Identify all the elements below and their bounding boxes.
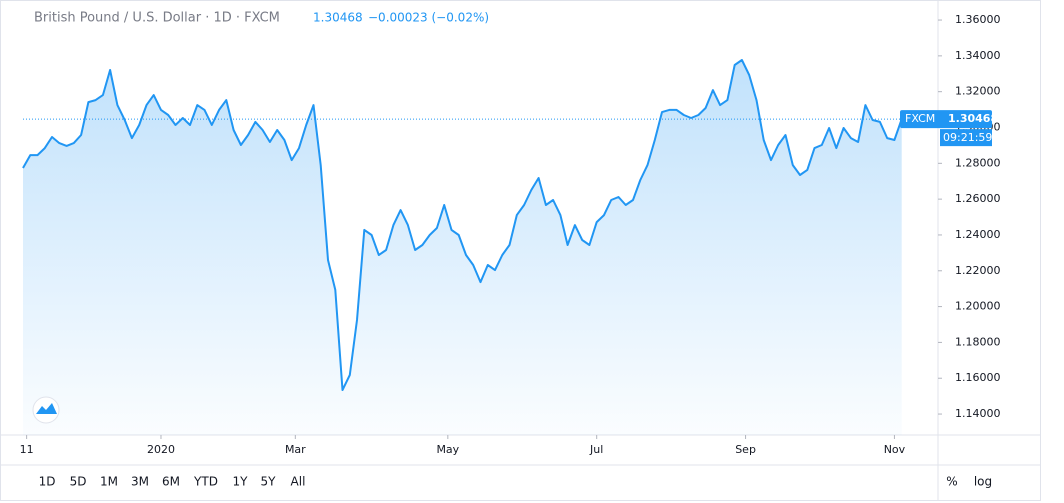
- y-tick-label: 1.28000: [955, 156, 1001, 169]
- range-button[interactable]: 1D: [39, 475, 56, 489]
- y-tick-label: 1.14000: [955, 407, 1001, 420]
- plot: [22, 59, 938, 435]
- y-tick-label: 1.36000: [955, 13, 1001, 26]
- range-button[interactable]: YTD: [193, 475, 218, 489]
- y-tick-label: 1.18000: [955, 335, 1001, 348]
- y-tick-label: 1.26000: [955, 192, 1001, 205]
- price-change: −0.00023 (−0.02%): [368, 11, 489, 25]
- x-tick-label: Nov: [884, 443, 906, 456]
- range-button[interactable]: 1Y: [233, 475, 249, 489]
- y-tick-label: 1.24000: [955, 228, 1001, 241]
- range-button[interactable]: 1M: [100, 475, 118, 489]
- range-button[interactable]: 5D: [70, 475, 87, 489]
- countdown: 09:21:59: [943, 131, 992, 144]
- x-tick-label: 2020: [147, 443, 175, 456]
- x-tick-label: May: [436, 443, 459, 456]
- range-button[interactable]: 5Y: [261, 475, 277, 489]
- price-tag-box: [900, 110, 992, 129]
- price-tag-value: 1.30468: [948, 112, 998, 125]
- y-tick-label: 1.22000: [955, 264, 1001, 277]
- y-tick-label: 1.16000: [955, 371, 1001, 384]
- price-tag-name: FXCM: [905, 112, 935, 125]
- logo: [32, 396, 60, 424]
- range-button[interactable]: 6M: [162, 475, 180, 489]
- x-tick-label: Jul: [589, 443, 603, 456]
- scale-button[interactable]: log: [974, 475, 992, 489]
- price-line: [22, 59, 903, 391]
- scale-button[interactable]: %: [946, 475, 957, 489]
- x-tick-label: 11: [20, 443, 34, 456]
- y-tick-label: 1.20000: [955, 300, 1001, 313]
- last-price: 1.30468: [313, 11, 363, 25]
- y-tick-label: 1.32000: [955, 85, 1001, 98]
- x-tick-label: Sep: [735, 443, 756, 456]
- symbol-title: British Pound / U.S. Dollar · 1D · FXCM: [34, 11, 280, 26]
- range-button[interactable]: All: [291, 475, 306, 489]
- range-button[interactable]: 3M: [131, 475, 149, 489]
- x-tick-label: Mar: [285, 443, 306, 456]
- y-tick-label: 1.34000: [955, 49, 1001, 62]
- countdown-box: [940, 129, 992, 147]
